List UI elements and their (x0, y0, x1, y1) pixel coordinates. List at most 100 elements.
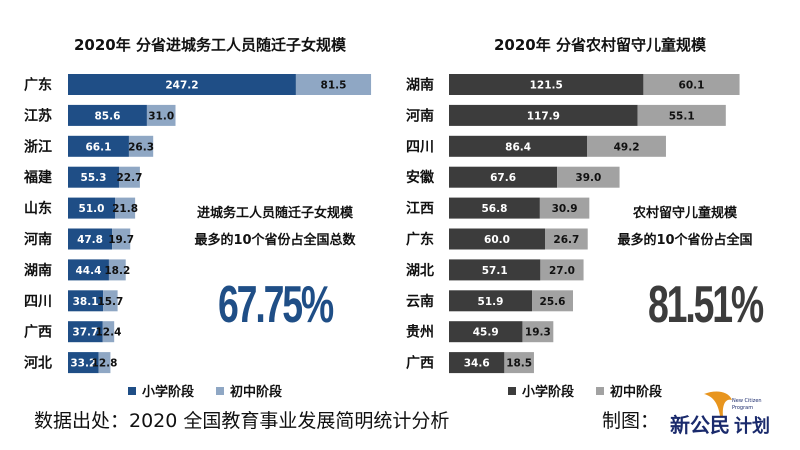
junior-bar (118, 166, 140, 188)
right-chart-title: 2020年 分省农村留守儿童规模 (494, 36, 706, 54)
svg-text:New Citizen: New Citizen (732, 398, 762, 404)
legend-swatch (508, 387, 516, 395)
legend-item: 小学阶段 (508, 381, 574, 400)
junior-bar (108, 259, 126, 281)
data-label: 26.7 (553, 234, 579, 246)
data-label: 51.9 (478, 296, 504, 308)
primary-bar (449, 321, 523, 343)
junior-bar (115, 197, 136, 219)
left-annotation-line1: 进城务工人员随迁子女规模 (196, 206, 353, 221)
data-label: 121.5 (530, 80, 563, 92)
primary-bar (68, 135, 129, 157)
category-label: 广西 (24, 324, 52, 341)
right-percentage: 81.51% (648, 276, 764, 334)
data-label: 45.9 (473, 327, 499, 339)
junior-bar (545, 228, 588, 250)
primary-bar (449, 228, 545, 250)
data-label: 86.4 (505, 141, 531, 153)
category-label: 广东 (406, 231, 434, 248)
data-label: 25.6 (540, 296, 566, 308)
category-label: 湖北 (406, 263, 434, 279)
data-label: 81.5 (321, 80, 347, 92)
primary-bar (449, 135, 588, 157)
legend-label: 小学阶段 (142, 385, 195, 400)
data-label: 27.0 (549, 265, 575, 277)
legend-item: 初中阶段 (216, 381, 282, 400)
legend-swatch (216, 387, 225, 395)
right-chart: 湖南 121.5 60.1 河南 117.9 55.1 四川 86.4 49.2 安徽 67.6 39… (406, 74, 740, 374)
data-label: 38.1 (73, 296, 99, 308)
junior-bar (295, 74, 372, 95)
category-label: 江苏 (24, 107, 52, 124)
category-label: 云南 (406, 293, 434, 310)
right-annotation: 农村留守儿童规模 最多的10个省份占全国 (600, 200, 770, 254)
data-label: 12.4 (96, 327, 122, 339)
svg-text:Program: Program (732, 405, 753, 411)
category-label: 四川 (406, 139, 434, 155)
junior-bar (522, 321, 554, 343)
svg-text:计划: 计划 (734, 415, 770, 437)
svg-text:新公民: 新公民 (670, 413, 730, 437)
category-label: 江西 (406, 200, 434, 217)
credit-label: 制图： (602, 410, 660, 432)
data-label: 33.2 (70, 358, 96, 370)
data-label: 67.6 (490, 172, 516, 184)
data-label: 60.1 (679, 80, 705, 92)
left-legend: 小学阶段 初中阶段 (128, 381, 282, 400)
legend-label: 小学阶段 (522, 385, 575, 400)
left-annotation: 进城务工人员随迁子女规模 最多的10个省份占全国总数 (170, 200, 380, 254)
primary-bar (68, 74, 296, 95)
legend-item: 小学阶段 (128, 381, 194, 400)
category-label: 贵州 (406, 324, 434, 341)
primary-bar (449, 290, 533, 312)
data-label: 12.8 (92, 358, 118, 370)
primary-bar (449, 352, 505, 374)
data-label: 39.0 (575, 172, 601, 184)
data-label: 19.3 (525, 327, 551, 339)
junior-bar (539, 197, 590, 219)
category-label: 安徽 (406, 169, 435, 186)
category-label: 湖南 (24, 262, 52, 279)
junior-bar (146, 104, 176, 126)
left-chart: 广东 247.2 81.5 江苏 85.6 31.0 浙江 66.1 26.3 福建 55.3 22.… (23, 74, 372, 374)
data-label: 26.3 (128, 141, 154, 153)
primary-bar (68, 321, 103, 343)
primary-bar (68, 228, 113, 250)
category-label: 河南 (406, 107, 434, 124)
category-label: 河南 (24, 231, 52, 248)
junior-bar (557, 166, 620, 188)
data-label: 22.7 (116, 172, 142, 184)
category-label: 广西 (406, 355, 434, 372)
primary-bar (449, 197, 540, 219)
category-label: 福建 (23, 169, 52, 186)
primary-bar (449, 166, 558, 188)
primary-bar (68, 166, 119, 188)
data-label: 56.8 (481, 203, 507, 215)
category-label: 广东 (24, 77, 52, 94)
data-label: 19.7 (108, 234, 134, 246)
category-label: 河北 (24, 355, 52, 372)
primary-bar (68, 104, 147, 126)
legend-swatch (128, 387, 136, 395)
primary-bar (68, 197, 116, 219)
data-label: 55.1 (669, 110, 695, 122)
category-label: 湖南 (406, 77, 434, 94)
data-label: 18.2 (104, 265, 130, 277)
primary-bar (68, 352, 99, 374)
data-label: 57.1 (482, 265, 508, 277)
data-label: 37.7 (72, 327, 98, 339)
data-label: 47.8 (77, 234, 103, 246)
right-legend: 小学阶段 初中阶段 (508, 381, 662, 400)
data-source: 数据出处：2020 全国教育事业发展简明统计分析 (34, 410, 450, 432)
left-chart-title: 2020年 分省进城务工人员随迁子女规模 (74, 36, 346, 54)
primary-bar (449, 74, 644, 95)
junior-bar (98, 352, 111, 374)
data-label: 21.8 (112, 203, 138, 215)
data-label: 34.6 (464, 358, 490, 370)
right-annotation-line1: 农村留守儿童规模 (632, 206, 737, 221)
data-label: 15.7 (97, 296, 123, 308)
legend-label: 初中阶段 (230, 385, 283, 400)
junior-bar (532, 290, 573, 312)
junior-bar (637, 104, 726, 126)
